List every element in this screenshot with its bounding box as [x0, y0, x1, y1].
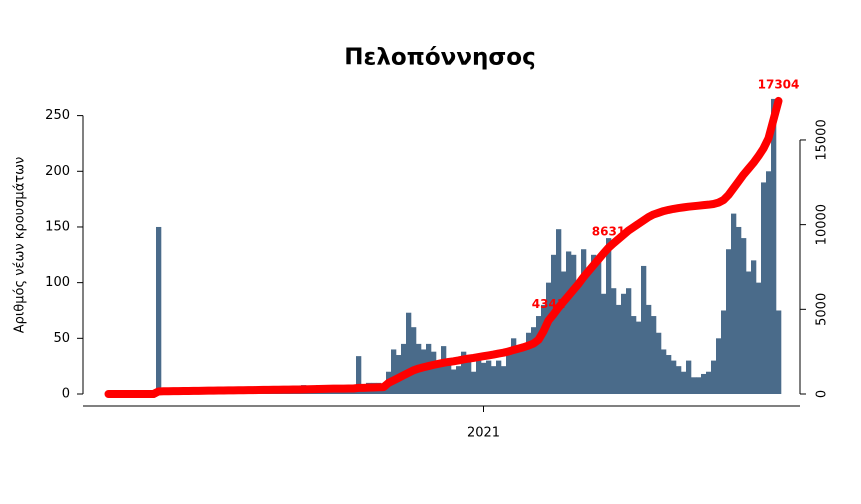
- bar: [771, 98, 777, 395]
- bar: [566, 251, 572, 394]
- bar: [516, 349, 522, 394]
- bar: [766, 171, 772, 394]
- bar: [691, 377, 697, 394]
- bar: [401, 343, 407, 394]
- bar: [751, 260, 757, 394]
- bar: [676, 366, 682, 394]
- data-label: 17304: [758, 77, 800, 91]
- bar: [536, 316, 542, 394]
- bar: [446, 362, 452, 394]
- y-tick-label: 250: [45, 108, 70, 123]
- bar: [511, 338, 517, 394]
- bar: [636, 321, 642, 394]
- bar: [681, 371, 687, 394]
- bar: [601, 293, 607, 394]
- y-tick-label: 150: [45, 219, 70, 234]
- bar: [546, 282, 552, 394]
- bar: [586, 271, 592, 394]
- bar: [666, 355, 672, 394]
- bar: [621, 293, 627, 394]
- bar: [531, 327, 537, 394]
- data-label: 8631: [592, 224, 625, 238]
- y-tick-label: 100: [45, 275, 70, 290]
- bar: [606, 238, 612, 394]
- bar: [581, 249, 587, 394]
- bar: [686, 360, 692, 394]
- bar: [501, 366, 507, 394]
- bar: [776, 310, 782, 394]
- bar: [626, 288, 632, 394]
- bar: [576, 282, 582, 394]
- x-tick-label: 2021: [467, 426, 500, 441]
- bar: [561, 271, 567, 394]
- y2-tick-label: 0: [815, 390, 830, 398]
- bar: [711, 360, 717, 394]
- bar: [476, 360, 482, 394]
- bar: [696, 377, 702, 394]
- bar: [491, 366, 497, 394]
- bar: [156, 226, 162, 394]
- bar: [436, 360, 442, 394]
- bar: [506, 355, 512, 394]
- bar: [496, 360, 502, 394]
- bar: [661, 349, 667, 394]
- y-tick-label: 50: [53, 331, 70, 346]
- bar: [461, 351, 467, 394]
- bar: [656, 332, 662, 394]
- bar: [726, 249, 732, 394]
- bar: [391, 349, 397, 394]
- bar: [631, 316, 637, 394]
- bar: [481, 362, 487, 394]
- y2-tick-label: 5000: [815, 293, 830, 326]
- y-tick-label: 0: [62, 387, 70, 402]
- bar: [541, 304, 547, 394]
- bar: [596, 260, 602, 394]
- bar: [611, 288, 617, 394]
- bar: [571, 254, 577, 394]
- bar: [521, 343, 527, 394]
- bar: [741, 238, 747, 394]
- y-tick-label: 200: [45, 164, 70, 179]
- bar: [671, 360, 677, 394]
- bar: [706, 371, 712, 394]
- bar: [646, 304, 652, 394]
- bar: [406, 312, 412, 394]
- bar: [471, 371, 477, 394]
- bar: [526, 332, 532, 394]
- chart-title: Πελοπόννησος: [344, 45, 535, 71]
- bar: [441, 346, 447, 394]
- bar: [651, 316, 657, 394]
- bar: [466, 360, 472, 394]
- bar: [411, 327, 417, 394]
- bar: [736, 226, 742, 394]
- bar: [551, 254, 557, 394]
- bar: [456, 366, 462, 394]
- bar: [616, 304, 622, 394]
- bar: [701, 373, 707, 394]
- bar: [591, 254, 597, 394]
- y2-tick-label: 15000: [815, 119, 830, 160]
- cumulative-line: [104, 96, 783, 398]
- bar: [761, 182, 767, 394]
- bar: [756, 282, 762, 394]
- bar: [716, 338, 722, 394]
- y2-tick-label: 10000: [815, 204, 830, 245]
- bar: [451, 369, 457, 394]
- bar: [641, 265, 647, 394]
- bar: [721, 310, 727, 394]
- bar: [431, 351, 437, 394]
- y-axis-label: Αριθμός νέων κρουσμάτων: [13, 157, 28, 334]
- bar: [356, 356, 362, 394]
- bar: [731, 213, 737, 394]
- bar: [486, 360, 492, 394]
- data-label: 4341: [532, 297, 565, 311]
- bar: [421, 349, 427, 394]
- bar: [746, 271, 752, 394]
